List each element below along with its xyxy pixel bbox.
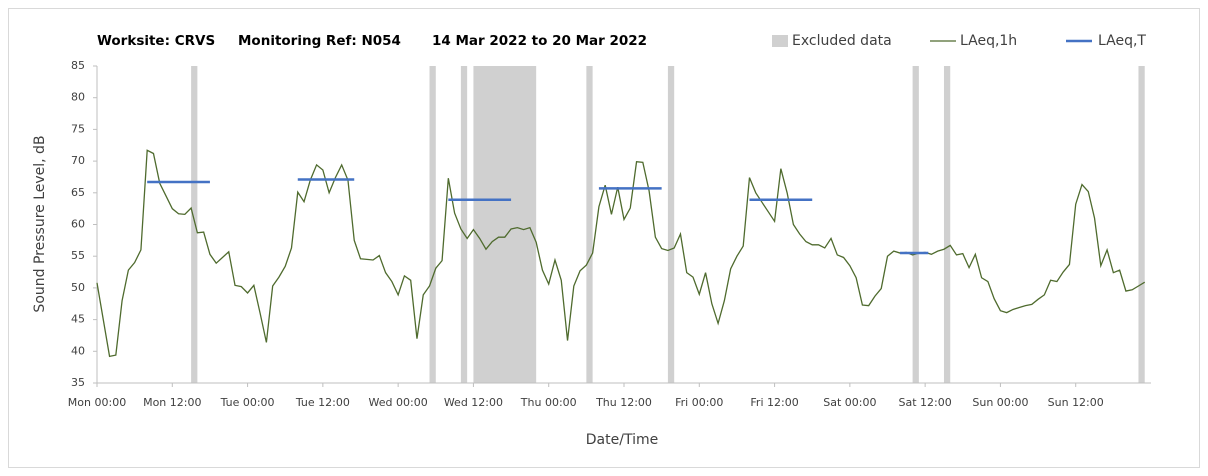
x-tick-label: Thu 00:00 <box>520 396 577 409</box>
legend-label: LAeq,T <box>1098 33 1146 49</box>
excluded-band <box>473 66 537 383</box>
excluded-band <box>1138 66 1145 383</box>
legend-swatch <box>772 35 788 47</box>
x-axis-title: Date/Time <box>586 432 658 448</box>
x-tick-label: Wed 00:00 <box>369 396 428 409</box>
y-tick-label: 45 <box>71 313 85 326</box>
chart-title: Worksite: CRVS <box>97 33 215 49</box>
y-tick-label: 50 <box>71 281 85 294</box>
y-axis-title: Sound Pressure Level, dB <box>32 135 48 312</box>
legend-label: Excluded data <box>792 33 892 49</box>
y-tick-label: 60 <box>71 218 85 231</box>
x-tick-label: Tue 00:00 <box>220 396 275 409</box>
x-tick-label: Mon 12:00 <box>143 396 201 409</box>
excluded-band <box>667 66 675 383</box>
excluded-band <box>586 66 593 383</box>
legend-label: LAeq,1h <box>960 33 1017 49</box>
y-tick-label: 75 <box>71 122 85 135</box>
x-tick-label: Sat 00:00 <box>823 396 876 409</box>
x-tick-label: Tue 12:00 <box>295 396 350 409</box>
chart-title: Monitoring Ref: N054 <box>238 33 401 49</box>
y-tick-label: 85 <box>71 59 85 72</box>
y-tick-label: 80 <box>71 91 85 104</box>
x-tick-label: Mon 00:00 <box>68 396 126 409</box>
line-series <box>96 149 1146 358</box>
y-tick-label: 40 <box>71 344 85 357</box>
x-tick-label: Sun 00:00 <box>972 396 1028 409</box>
excluded-band <box>460 66 468 383</box>
x-tick-label: Fri 00:00 <box>675 396 723 409</box>
excluded-band <box>943 66 951 383</box>
y-tick-label: 70 <box>71 154 85 167</box>
excluded-band <box>912 66 919 383</box>
x-tick-label: Wed 12:00 <box>444 396 503 409</box>
chart-title: 14 Mar 2022 to 20 Mar 2022 <box>432 33 647 49</box>
x-tick-label: Sun 12:00 <box>1048 396 1104 409</box>
x-tick-label: Sat 12:00 <box>899 396 952 409</box>
y-tick-label: 35 <box>71 376 85 389</box>
chart-border <box>8 8 1200 468</box>
x-tick-label: Fri 12:00 <box>750 396 798 409</box>
excluded-band <box>191 66 198 383</box>
excluded-band <box>429 66 436 383</box>
x-tick-label: Thu 12:00 <box>595 396 652 409</box>
y-tick-label: 55 <box>71 249 85 262</box>
y-tick-label: 65 <box>71 186 85 199</box>
